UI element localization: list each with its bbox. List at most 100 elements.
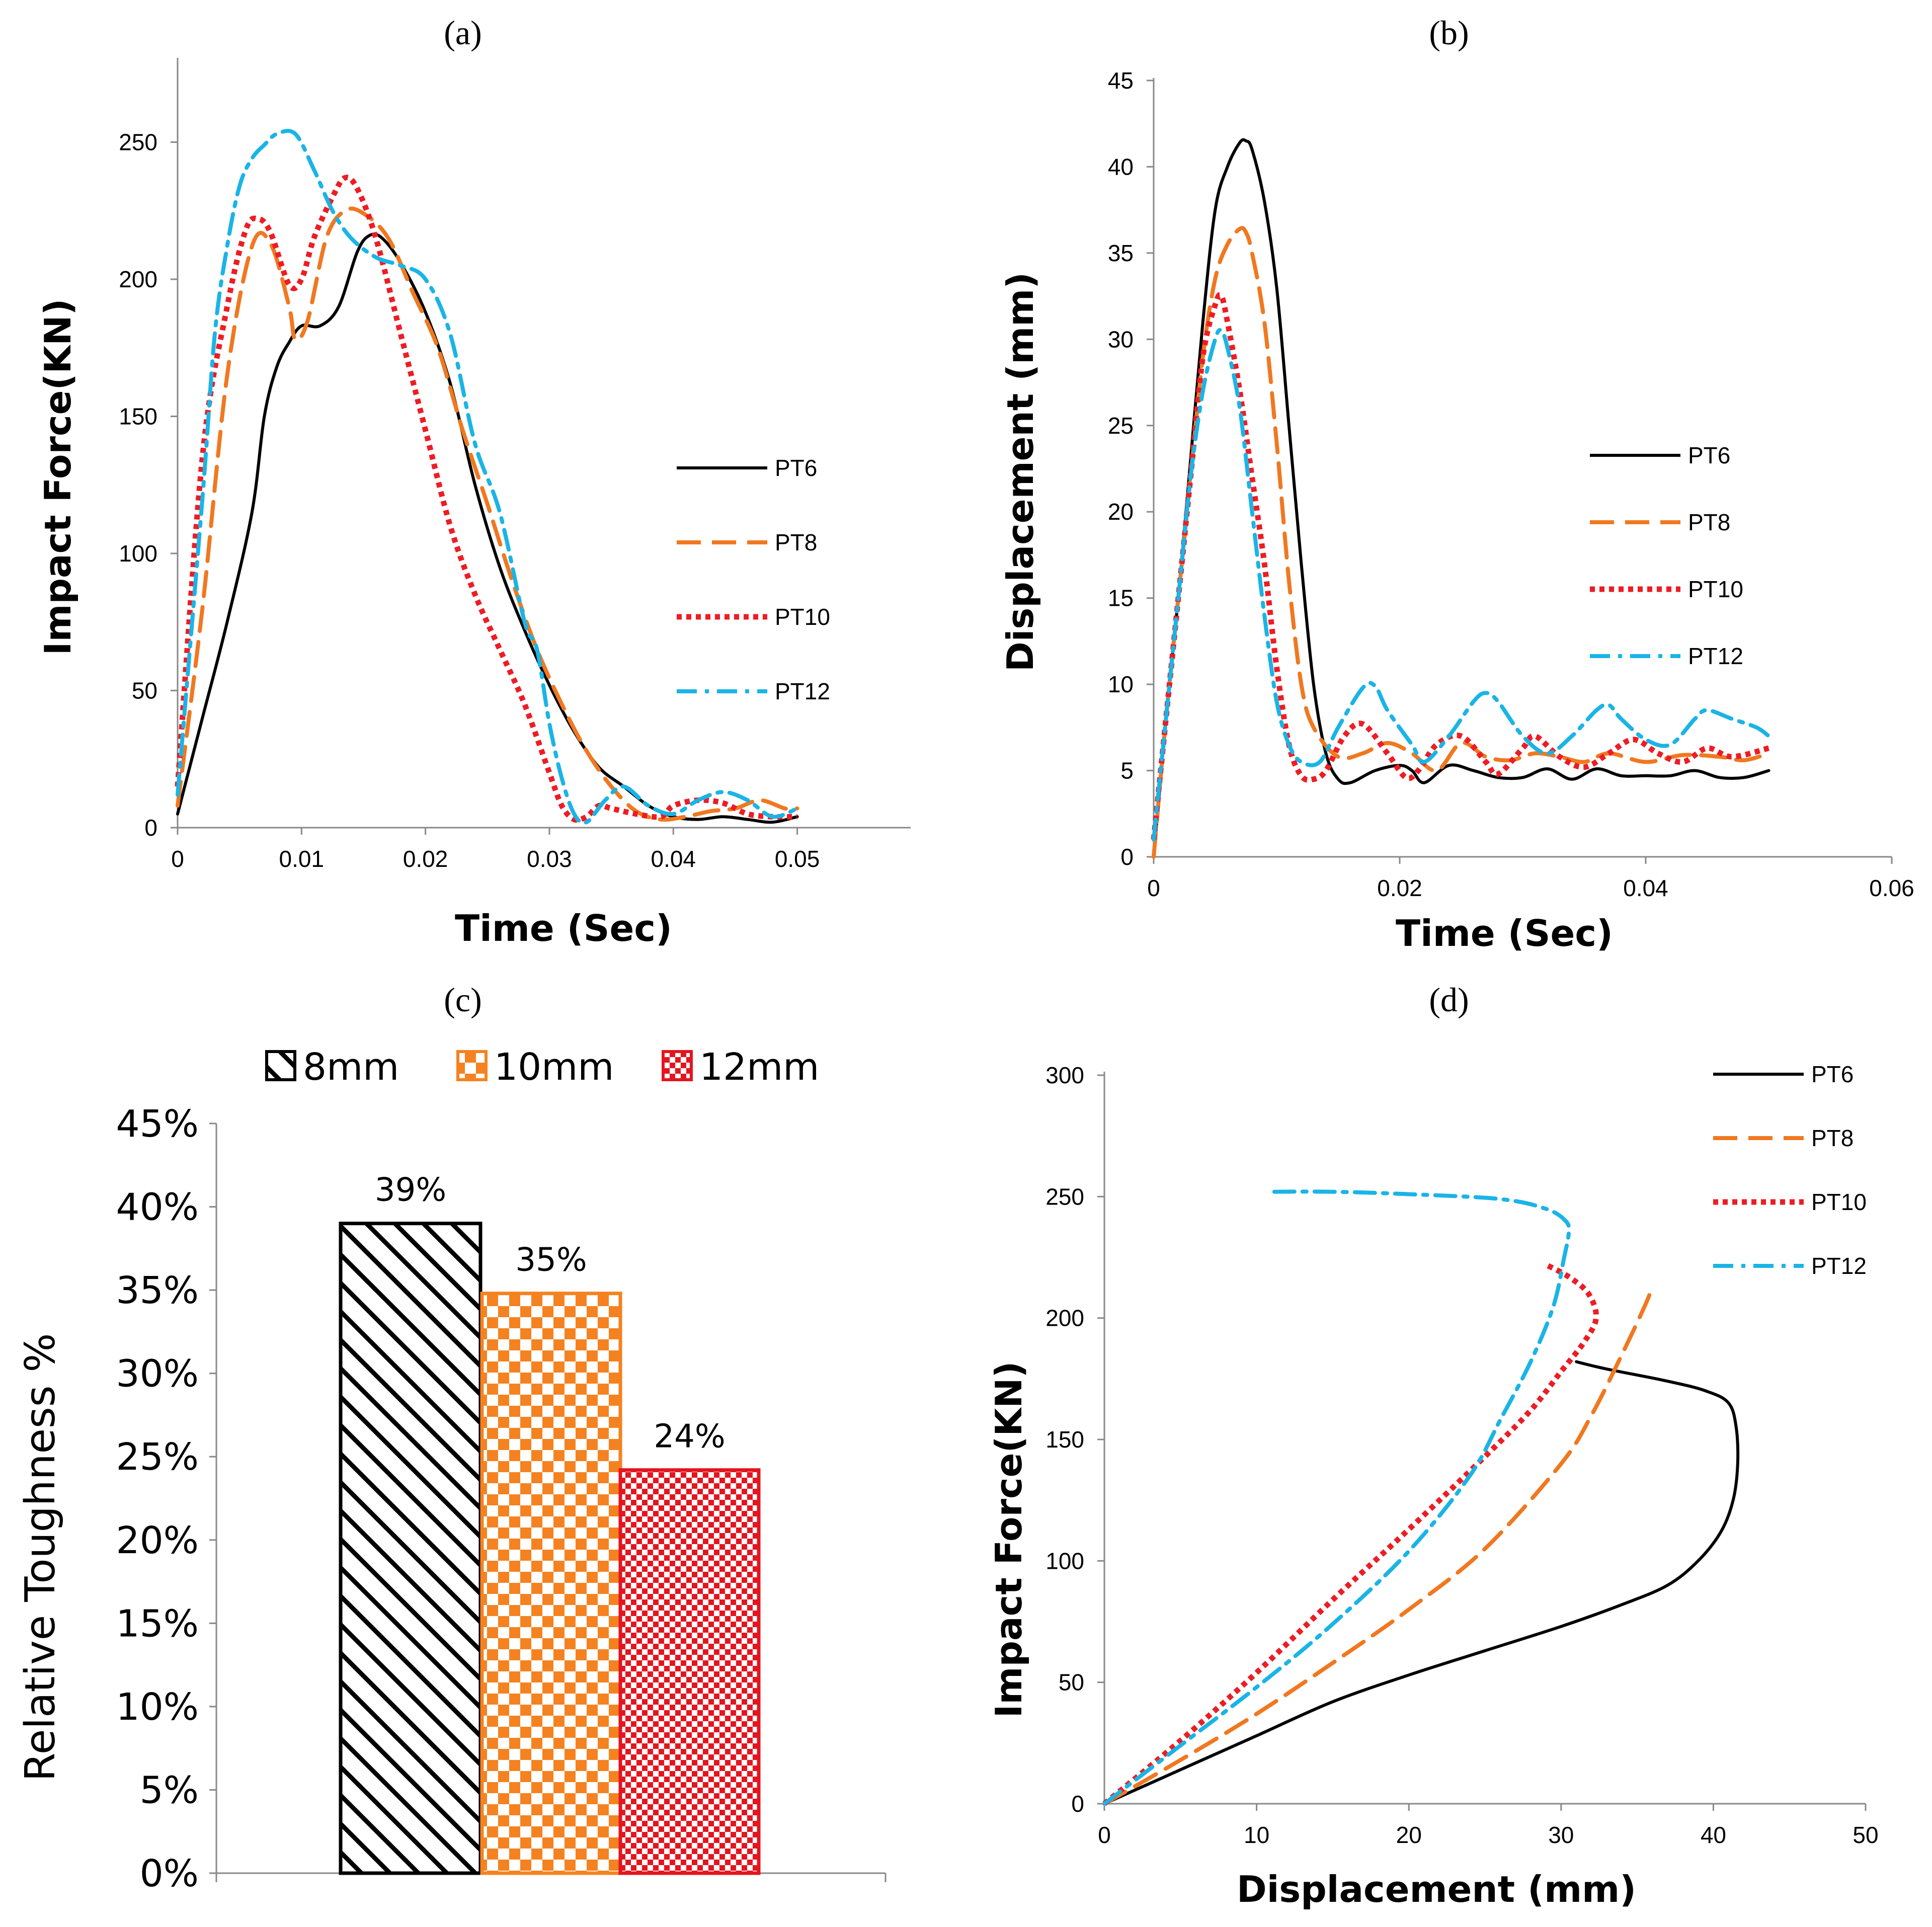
- chart-b-y-tick-label: 25: [1108, 413, 1134, 439]
- legend-label-10mm: 10mm: [494, 1046, 614, 1089]
- bar-8mm-data-label: 39%: [375, 1172, 446, 1209]
- chart-c-y-tick-label: 30%: [116, 1352, 199, 1396]
- chart-b-x-tick-label: 0.04: [1623, 875, 1668, 901]
- chart-a-x-tick-label: 0.01: [279, 846, 325, 872]
- panel-label-c: (c): [444, 981, 481, 1019]
- bar-12mm-data-label: 24%: [654, 1418, 725, 1456]
- chart-c-y-tick-label: 45%: [116, 1102, 199, 1146]
- chart-d-x-tick-label: 30: [1548, 1822, 1574, 1848]
- legend-label-pt12: PT12: [775, 678, 830, 704]
- chart-b-y-tick-label: 40: [1108, 153, 1134, 180]
- chart-d-y-tick-label: 50: [1059, 1669, 1084, 1696]
- legend-label-pt6: PT6: [1688, 442, 1730, 468]
- chart-c-y-tick-label: 20%: [116, 1519, 199, 1562]
- legend-label-pt10: PT10: [775, 604, 830, 630]
- bar-10mm: [480, 1292, 622, 1875]
- panel-label-d: (d): [1429, 981, 1469, 1019]
- chart-c-y-tick-label: 10%: [116, 1685, 199, 1729]
- chart-b-y-tick-label: 20: [1108, 499, 1134, 525]
- chart-d-ylabel: Impact Force(KN): [988, 1361, 1030, 1718]
- chart-b: 0 0.02 0.04 0.06 0 5 10 15 20 25 30 35 40 45 PT6 PT8 PT1…: [1108, 67, 1914, 901]
- series-pt10-line: [1102, 1262, 1599, 1806]
- bar-10mm-data-label: 35%: [515, 1242, 587, 1279]
- legend-label-pt8: PT8: [775, 529, 817, 555]
- legend-label-8mm: 8mm: [303, 1046, 399, 1089]
- chart-c-y-tick-label: 5%: [140, 1769, 199, 1812]
- chart-a-y-tick-label: 100: [119, 540, 157, 567]
- chart-d-x-tick-label: 50: [1853, 1822, 1878, 1848]
- series-pt6-line: [1103, 1360, 1740, 1805]
- chart-b-y-tick-label: 0: [1120, 844, 1134, 870]
- series-pt8-line: [176, 206, 799, 822]
- chart-a-y-tick-label: 50: [132, 678, 157, 704]
- chart-a-x-tick-label: 0: [171, 846, 184, 872]
- chart-b-y-tick-label: 5: [1120, 758, 1134, 784]
- chart-a-x-tick-label: 0.05: [775, 846, 820, 872]
- legend-label-12mm: 12mm: [699, 1046, 819, 1089]
- legend-label-pt6: PT6: [775, 455, 817, 481]
- series-pt6-line: [1152, 138, 1770, 858]
- chart-d-y-tick-label: 0: [1071, 1791, 1084, 1817]
- chart-a-y-tick-label: 250: [119, 129, 157, 155]
- chart-d-x-tick-label: 0: [1098, 1822, 1111, 1848]
- legend-label-pt10: PT10: [1811, 1189, 1867, 1215]
- chart-b-y-tick-label: 10: [1108, 671, 1134, 697]
- legend-label-pt8: PT8: [1688, 509, 1730, 535]
- legend-label-pt6: PT6: [1811, 1061, 1854, 1087]
- chart-b-y-tick-label: 35: [1108, 240, 1134, 266]
- chart-b-ylabel: Displacement (mm): [999, 272, 1041, 672]
- chart-c-y-tick-label: 35%: [116, 1269, 199, 1312]
- bar-12mm: [618, 1468, 761, 1875]
- series-pt6-line: [176, 232, 799, 824]
- bar-8mm: [339, 1222, 482, 1875]
- chart-a-x-tick-label: 0.03: [527, 846, 572, 872]
- chart-a: 0 0.01 0.02 0.03 0.04 0.05 0 50 100 150 200 250 PT6 P…: [119, 58, 911, 872]
- chart-b-y-tick-label: 45: [1108, 67, 1134, 94]
- legend-swatch-12mm: [662, 1050, 693, 1081]
- chart-d-y-tick-label: 200: [1045, 1305, 1084, 1331]
- chart-b-x-tick-label: 0.06: [1869, 875, 1914, 901]
- series-pt10-line: [175, 175, 797, 823]
- chart-d-y-tick-label: 250: [1045, 1183, 1084, 1210]
- chart-c-y-tick-label: 0%: [140, 1852, 199, 1895]
- series-pt12-line: [176, 129, 799, 825]
- chart-d-xlabel: Displacement (mm): [1237, 1868, 1636, 1910]
- chart-a-y-tick-label: 0: [144, 815, 157, 841]
- chart-c-ylabel: Relative Toughness %: [17, 1333, 64, 1782]
- chart-c-y-tick-label: 15%: [116, 1602, 199, 1645]
- chart-c-y-tick-label: 40%: [116, 1186, 199, 1229]
- chart-b-x-tick-label: 0.02: [1377, 875, 1422, 901]
- series-pt12-line: [1152, 328, 1771, 842]
- panel-label-b: (b): [1429, 14, 1469, 52]
- chart-d-y-tick-label: 300: [1045, 1062, 1084, 1088]
- legend-swatch-10mm: [456, 1050, 488, 1081]
- chart-a-y-tick-label: 150: [119, 404, 157, 430]
- chart-a-x-tick-label: 0.02: [403, 846, 448, 872]
- legend-swatch-8mm: [265, 1050, 296, 1081]
- chart-d-x-tick-label: 10: [1244, 1822, 1269, 1848]
- chart-c-y-tick-label: 25%: [116, 1435, 199, 1479]
- series-pt12-line: [1102, 1189, 1571, 1806]
- chart-a-xlabel: Time (Sec): [455, 907, 672, 949]
- series-pt10-line: [1151, 292, 1769, 840]
- chart-b-x-tick-label: 0: [1147, 875, 1160, 901]
- chart-c: 0% 5% 10% 15% 20% 25% 30% 35% 40% 45% 39% 35% 24% 8mm…: [116, 1046, 887, 1895]
- chart-b-y-tick-label: 15: [1108, 585, 1134, 611]
- chart-d-x-tick-label: 40: [1701, 1822, 1726, 1848]
- chart-d-y-tick-label: 150: [1045, 1426, 1084, 1453]
- legend-label-pt12: PT12: [1688, 643, 1743, 669]
- chart-a-ylabel: Impact Force(KN): [37, 299, 79, 656]
- chart-b-y-tick-label: 30: [1108, 326, 1134, 352]
- panel-label-a: (a): [444, 14, 481, 52]
- chart-d-x-tick-label: 20: [1396, 1822, 1422, 1848]
- chart-a-x-tick-label: 0.04: [651, 846, 696, 872]
- chart-a-y-tick-label: 200: [119, 266, 157, 292]
- series-pt8-line: [1102, 1284, 1655, 1806]
- chart-d-y-tick-label: 100: [1045, 1548, 1084, 1574]
- chart-d: 0 10 20 30 40 50 0 50 100 150 200 250 300 PT6 PT8 PT10 P…: [1045, 1061, 1878, 1848]
- legend-label-pt8: PT8: [1811, 1125, 1854, 1151]
- legend-label-pt12: PT12: [1811, 1253, 1867, 1279]
- legend-label-pt10: PT10: [1688, 576, 1743, 602]
- chart-b-xlabel: Time (Sec): [1396, 912, 1613, 954]
